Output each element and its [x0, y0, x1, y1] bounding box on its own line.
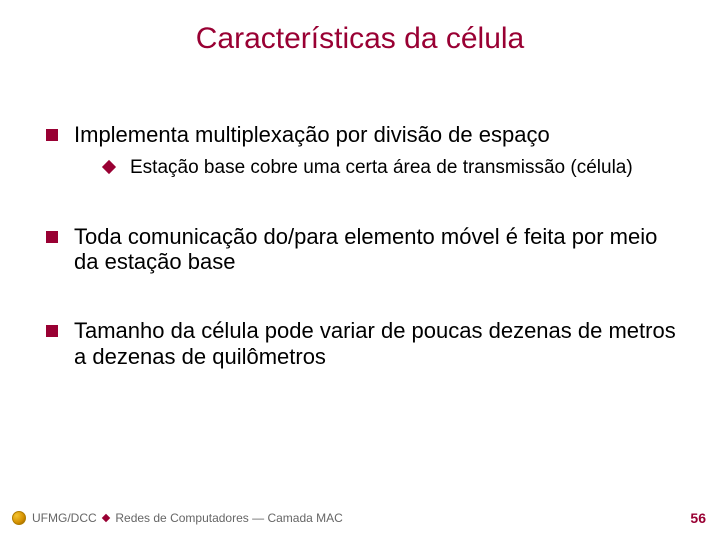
footer-text: UFMG/DCC Redes de Computadores — Camada … — [32, 511, 343, 525]
square-bullet-icon — [46, 325, 58, 337]
slide-footer: UFMG/DCC Redes de Computadores — Camada … — [12, 510, 706, 526]
bullet-item: Implementa multiplexação por divisão de … — [46, 122, 680, 180]
bullet-text: Toda comunicação do/para elemento móvel … — [74, 224, 657, 274]
page-number: 56 — [690, 510, 706, 526]
slide: Características da célula Implementa mul… — [0, 0, 720, 540]
sub-bullet-text: Estação base cobre uma certa área de tra… — [130, 157, 633, 178]
square-bullet-icon — [46, 129, 58, 141]
footer-left: UFMG/DCC Redes de Computadores — Camada … — [12, 511, 343, 525]
bullet-item: Tamanho da célula pode variar de poucas … — [46, 318, 680, 369]
slide-content: Implementa multiplexação por divisão de … — [46, 122, 680, 383]
bullet-text: Tamanho da célula pode variar de poucas … — [74, 318, 676, 368]
square-bullet-icon — [46, 231, 58, 243]
diamond-separator-icon — [102, 514, 110, 522]
footer-logo-icon — [12, 511, 26, 525]
diamond-bullet-icon — [102, 160, 116, 174]
spacer — [46, 288, 680, 318]
bullet-item: Toda comunicação do/para elemento móvel … — [46, 224, 680, 275]
footer-org: UFMG/DCC — [32, 511, 97, 525]
sub-bullet-item: Estação base cobre uma certa área de tra… — [104, 157, 680, 179]
spacer — [46, 194, 680, 224]
footer-course: Redes de Computadores — Camada MAC — [115, 511, 342, 525]
slide-title: Características da célula — [0, 22, 720, 56]
bullet-text: Implementa multiplexação por divisão de … — [74, 122, 550, 147]
